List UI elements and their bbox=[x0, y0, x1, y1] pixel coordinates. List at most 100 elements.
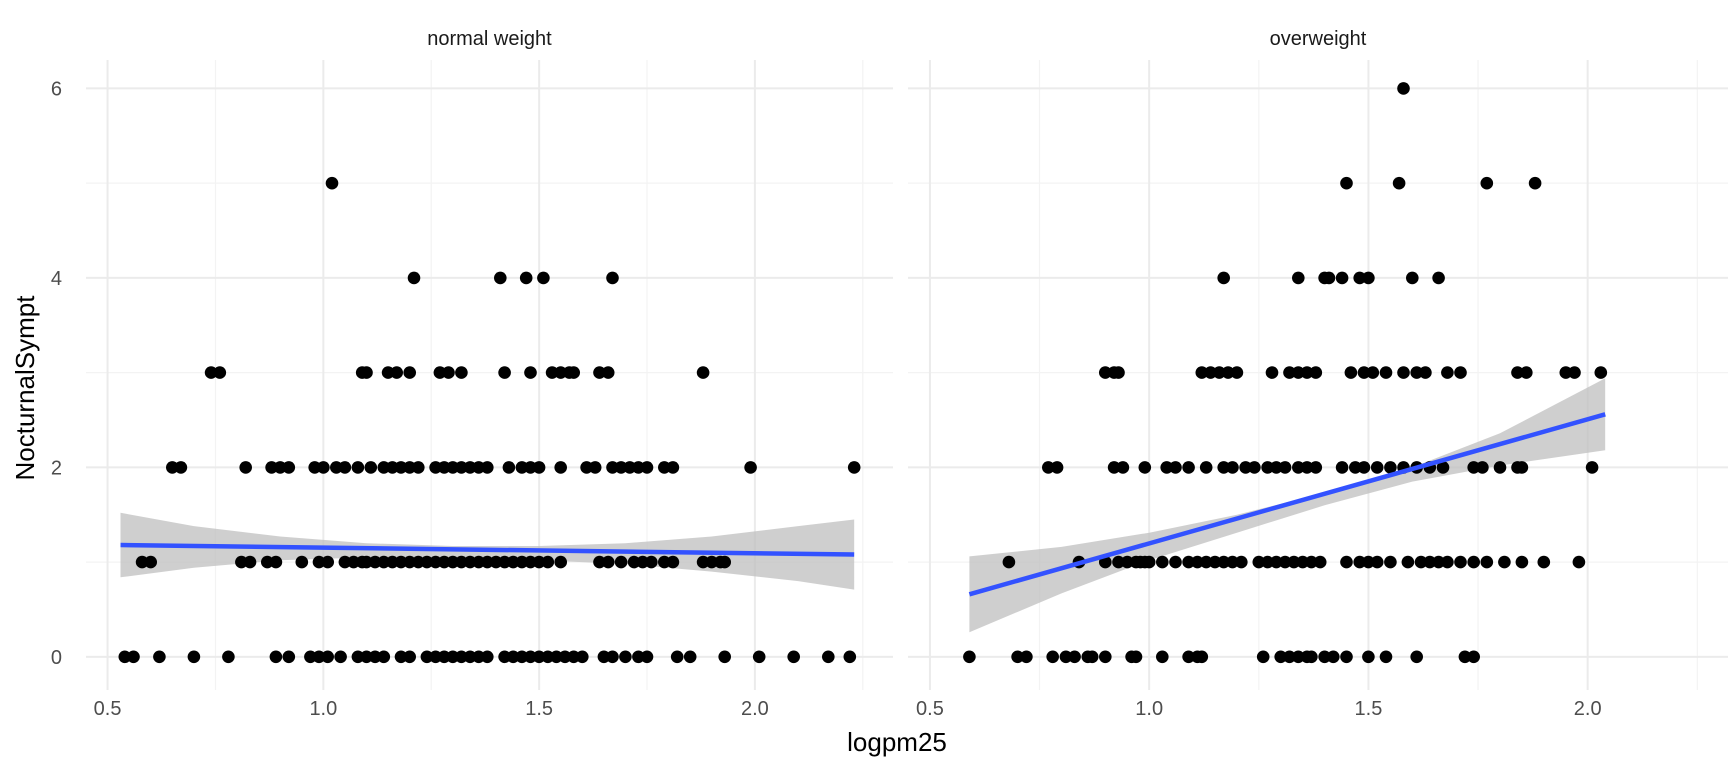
data-point bbox=[506, 555, 520, 569]
data-point bbox=[1559, 366, 1573, 379]
data-point bbox=[1059, 650, 1073, 664]
data-point bbox=[1441, 366, 1454, 379]
data-point bbox=[394, 555, 408, 569]
data-point bbox=[1594, 366, 1608, 379]
data-point bbox=[1467, 555, 1480, 569]
data-point bbox=[1278, 461, 1292, 474]
data-point bbox=[752, 650, 766, 664]
data-point bbox=[407, 271, 421, 285]
data-point bbox=[558, 650, 572, 664]
data-point bbox=[1340, 650, 1353, 664]
data-point bbox=[1515, 555, 1529, 569]
x-tick-label: 0.5 bbox=[94, 698, 122, 720]
regression-line-layer bbox=[968, 412, 1606, 597]
facet-strip-label: overweight bbox=[1270, 28, 1367, 50]
data-point bbox=[1309, 366, 1323, 379]
data-point bbox=[1169, 555, 1182, 569]
data-point bbox=[1406, 271, 1419, 285]
y-tick-label: 0 bbox=[51, 647, 62, 669]
data-point bbox=[1278, 555, 1292, 569]
data-point bbox=[576, 650, 589, 664]
data-point bbox=[606, 650, 619, 664]
x-tick-label: 2.0 bbox=[1574, 698, 1602, 720]
data-point bbox=[1156, 555, 1169, 569]
data-point bbox=[666, 555, 680, 569]
data-point bbox=[1239, 461, 1252, 474]
data-point bbox=[1309, 461, 1323, 474]
data-point bbox=[403, 650, 417, 664]
data-point bbox=[1213, 366, 1226, 379]
data-point bbox=[1467, 461, 1480, 474]
y-tick-label: 2 bbox=[51, 457, 62, 479]
regression-line bbox=[968, 412, 1606, 597]
data-point bbox=[317, 461, 330, 474]
data-point bbox=[593, 555, 606, 569]
data-point bbox=[368, 555, 382, 569]
data-point bbox=[1099, 366, 1112, 379]
data-point bbox=[1217, 461, 1230, 474]
data-point bbox=[360, 366, 373, 379]
y-tick-label: 6 bbox=[51, 78, 62, 100]
data-point bbox=[554, 461, 567, 474]
data-point bbox=[1226, 555, 1239, 569]
data-point bbox=[1480, 176, 1494, 190]
data-point bbox=[1182, 461, 1195, 474]
data-point bbox=[696, 366, 710, 379]
data-point bbox=[1230, 366, 1244, 379]
data-point bbox=[144, 555, 157, 569]
data-point bbox=[1265, 366, 1279, 379]
x-tick-label: 1.0 bbox=[1135, 698, 1163, 720]
data-point bbox=[532, 555, 546, 569]
data-point bbox=[554, 555, 567, 569]
data-point bbox=[1199, 555, 1213, 569]
data-point bbox=[282, 461, 296, 474]
data-point bbox=[1292, 650, 1305, 664]
data-point bbox=[1528, 176, 1542, 190]
data-point bbox=[321, 555, 335, 569]
data-point bbox=[239, 461, 252, 474]
data-point bbox=[295, 555, 309, 569]
data-point bbox=[1248, 461, 1261, 474]
data-point bbox=[1568, 366, 1581, 379]
regression-line-layer bbox=[120, 542, 855, 557]
data-point bbox=[153, 650, 166, 664]
data-point bbox=[455, 555, 468, 569]
data-point bbox=[1002, 555, 1016, 569]
data-point bbox=[1107, 461, 1121, 474]
data-point bbox=[519, 271, 533, 285]
data-point bbox=[683, 650, 697, 664]
data-point bbox=[1112, 366, 1125, 379]
data-point bbox=[1335, 271, 1349, 285]
data-point bbox=[1419, 366, 1432, 379]
data-point bbox=[394, 650, 408, 664]
data-point bbox=[1572, 555, 1586, 569]
data-point bbox=[502, 461, 516, 474]
data-point bbox=[1235, 555, 1248, 569]
data-point bbox=[1020, 650, 1033, 664]
data-point bbox=[1362, 271, 1375, 285]
x-axis-title: logpm25 bbox=[847, 727, 947, 757]
data-point bbox=[1344, 366, 1358, 379]
y-tick-label: 4 bbox=[51, 268, 62, 290]
data-point bbox=[455, 650, 468, 664]
data-point bbox=[1493, 461, 1507, 474]
data-point bbox=[481, 555, 494, 569]
data-point bbox=[1182, 650, 1195, 664]
data-point bbox=[390, 366, 404, 379]
data-point bbox=[204, 366, 218, 379]
data-point bbox=[1256, 650, 1270, 664]
data-point bbox=[705, 555, 718, 569]
data-point bbox=[1112, 555, 1125, 569]
data-point bbox=[420, 555, 434, 569]
regression-line bbox=[120, 542, 855, 557]
data-point bbox=[1414, 555, 1428, 569]
x-tick-label: 2.0 bbox=[741, 698, 769, 720]
data-point bbox=[843, 650, 857, 664]
data-point bbox=[640, 461, 654, 474]
x-tick-labels: 0.5 1.0 1.5 2.0 bbox=[916, 698, 1602, 720]
data-point bbox=[1121, 555, 1134, 569]
data-point bbox=[1392, 176, 1406, 190]
data-point bbox=[619, 650, 632, 664]
panel-normal-weight: normal weight 0.5 1.0 1.5 2.0 bbox=[86, 28, 893, 720]
